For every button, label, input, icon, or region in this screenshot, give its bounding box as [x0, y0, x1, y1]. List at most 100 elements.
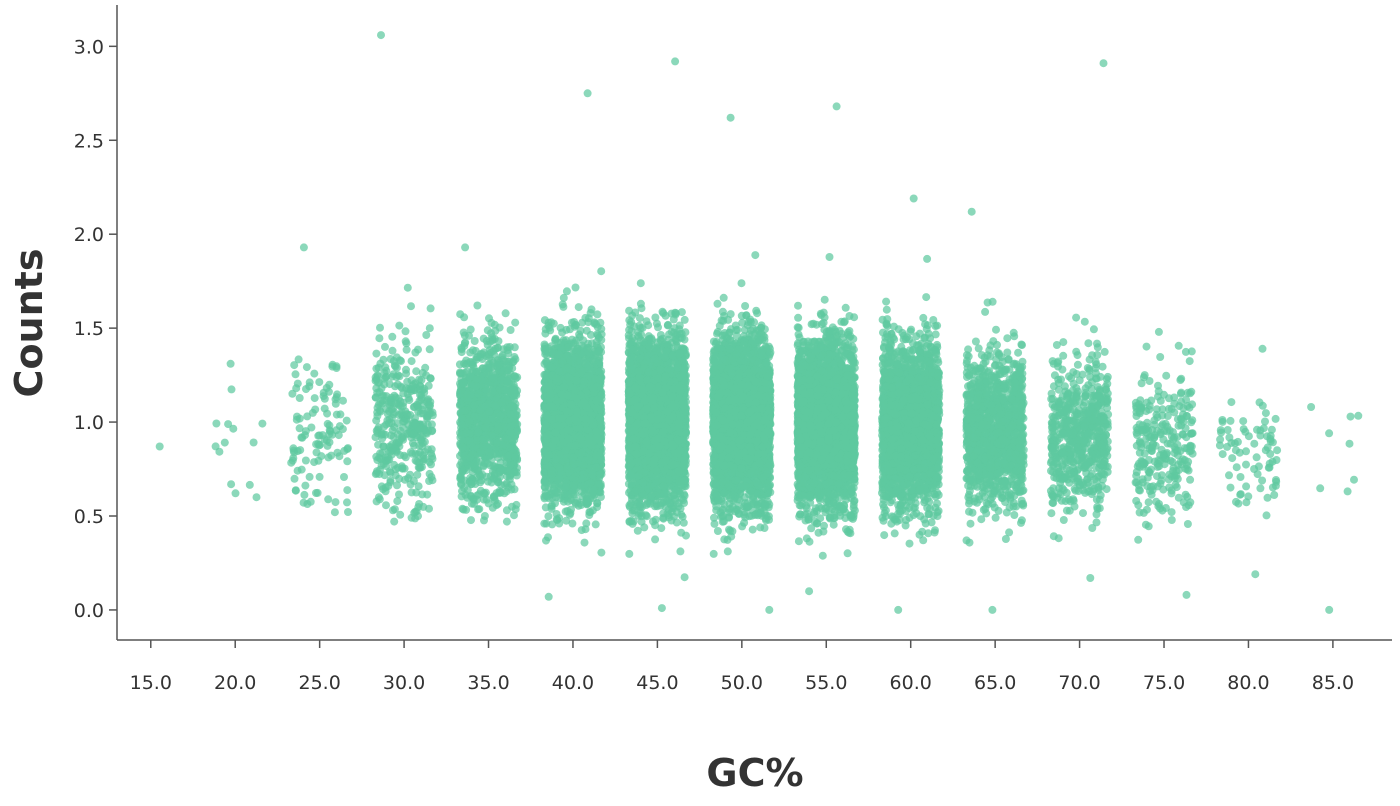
data-point: [591, 520, 600, 529]
data-point: [395, 474, 404, 483]
data-point: [412, 367, 421, 376]
data-point: [339, 396, 347, 405]
data-point: [481, 423, 490, 432]
data-point: [335, 452, 344, 461]
data-point: [423, 412, 431, 421]
data-point: [407, 302, 415, 311]
data-point: [544, 592, 553, 601]
data-point: [487, 373, 496, 382]
data-point: [569, 481, 578, 490]
data-point: [595, 375, 604, 384]
data-point: [467, 516, 475, 525]
data-point: [541, 420, 550, 429]
data-point: [376, 323, 384, 332]
data-point: [390, 408, 399, 417]
data-point: [425, 504, 433, 513]
data-point: [381, 363, 390, 372]
data-point: [376, 454, 385, 463]
data-point: [406, 448, 415, 457]
data-point: [544, 451, 553, 460]
data-point: [581, 415, 590, 423]
data-point: [510, 468, 519, 477]
data-point: [505, 364, 513, 373]
data-point: [155, 442, 164, 451]
data-point: [462, 429, 471, 437]
data-point: [487, 318, 496, 327]
data-point: [582, 403, 591, 412]
data-point: [395, 321, 404, 330]
data-point: [510, 511, 518, 520]
data-point: [479, 488, 488, 497]
data-point: [386, 355, 395, 363]
data-point: [581, 359, 590, 368]
data-point: [474, 389, 483, 398]
data-point: [579, 343, 588, 352]
data-point: [546, 390, 555, 399]
data-point: [560, 383, 569, 391]
data-point: [477, 376, 486, 385]
data-point: [480, 512, 489, 520]
data-point: [294, 355, 303, 364]
data-point: [476, 472, 485, 481]
data-point: [315, 378, 324, 387]
data-point: [460, 406, 469, 415]
data-point: [457, 458, 466, 467]
data-point: [577, 448, 586, 457]
data-point: [414, 512, 422, 521]
data-point: [597, 267, 606, 276]
data-point: [258, 419, 267, 428]
data-point: [375, 470, 384, 479]
data-point: [459, 505, 468, 514]
data-point: [501, 309, 510, 318]
data-point: [393, 481, 401, 490]
data-point: [596, 480, 605, 488]
data-point: [340, 473, 348, 481]
data-point: [511, 505, 520, 514]
data-point: [390, 423, 399, 432]
data-point: [372, 364, 381, 373]
data-point: [296, 446, 305, 455]
data-point: [487, 329, 496, 338]
data-point: [582, 496, 591, 505]
data-point: [570, 441, 579, 450]
data-point: [579, 377, 588, 386]
data-point: [310, 369, 319, 378]
data-point: [324, 453, 333, 462]
data-point: [583, 89, 592, 98]
data-point: [212, 419, 221, 428]
data-point: [227, 480, 236, 489]
data-point: [493, 438, 502, 447]
data-point: [496, 466, 505, 475]
data-point: [336, 410, 345, 419]
data-point: [590, 319, 599, 328]
data-point: [562, 407, 571, 416]
data-point: [406, 480, 415, 489]
data-point: [540, 316, 549, 325]
data-point: [324, 387, 333, 396]
data-point: [412, 433, 421, 442]
data-point: [502, 517, 511, 526]
data-point: [388, 346, 397, 355]
data-point: [564, 343, 573, 352]
data-point: [497, 398, 506, 407]
data-point: [542, 432, 551, 441]
data-point: [547, 469, 556, 478]
data-point: [290, 361, 299, 370]
data-point: [548, 493, 557, 502]
data-point: [486, 337, 495, 346]
data-point: [595, 347, 603, 356]
data-point: [328, 360, 337, 369]
data-point: [305, 472, 314, 481]
data-point: [574, 303, 583, 312]
data-point: [479, 435, 487, 444]
data-point: [563, 391, 572, 400]
data-point: [393, 430, 402, 439]
data-point: [411, 419, 420, 428]
data-point: [541, 325, 550, 334]
data-point: [428, 452, 436, 461]
data-point: [407, 357, 416, 366]
data-point: [456, 368, 464, 377]
data-point: [375, 495, 384, 504]
data-point: [507, 402, 516, 411]
data-point: [489, 462, 498, 471]
